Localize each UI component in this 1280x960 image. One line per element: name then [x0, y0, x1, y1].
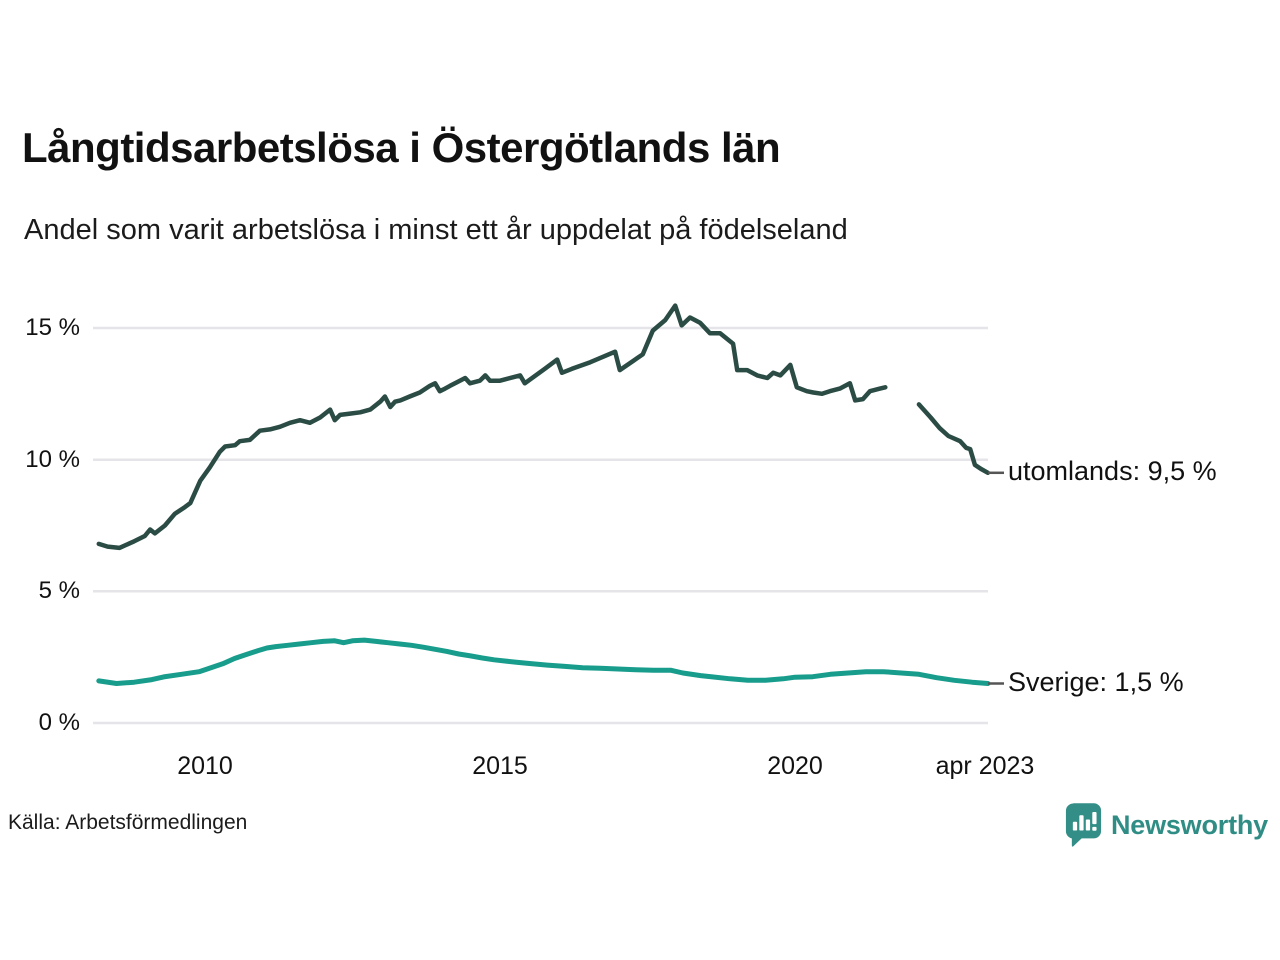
y-axis-tick-label: 5 %	[38, 577, 80, 605]
newsworthy-logo-icon	[1065, 803, 1102, 847]
y-axis-tick-label: 10 %	[25, 445, 80, 473]
chart-title: Långtidsarbetslösa i Östergötlands län	[22, 124, 781, 171]
series-end-label-utomlands: utomlands: 9,5 %	[1008, 455, 1217, 486]
x-axis-tick-label: 2015	[472, 752, 528, 780]
series-end-label-sverige: Sverige: 1,5 %	[1008, 666, 1184, 697]
chart-subtitle: Andel som varit arbetslösa i minst ett å…	[24, 214, 848, 246]
x-axis-tick-label: 2010	[177, 752, 233, 780]
series-line-utomlands	[96, 303, 888, 551]
source-note: Källa: Arbetsförmedlingen	[8, 811, 248, 834]
series-line-utomlands	[916, 402, 991, 476]
x-axis-tick-label: 2020	[767, 752, 823, 780]
x-axis-tick-label: apr 2023	[935, 752, 1035, 780]
y-axis-tick-label: 0 %	[38, 709, 80, 736]
newsworthy-wordmark: Newsworthy	[1110, 809, 1268, 840]
series-line-sverige	[96, 637, 991, 686]
y-axis-tick-label: 15 %	[25, 314, 80, 341]
newsworthy-logo: Newsworthy	[1065, 801, 1268, 849]
